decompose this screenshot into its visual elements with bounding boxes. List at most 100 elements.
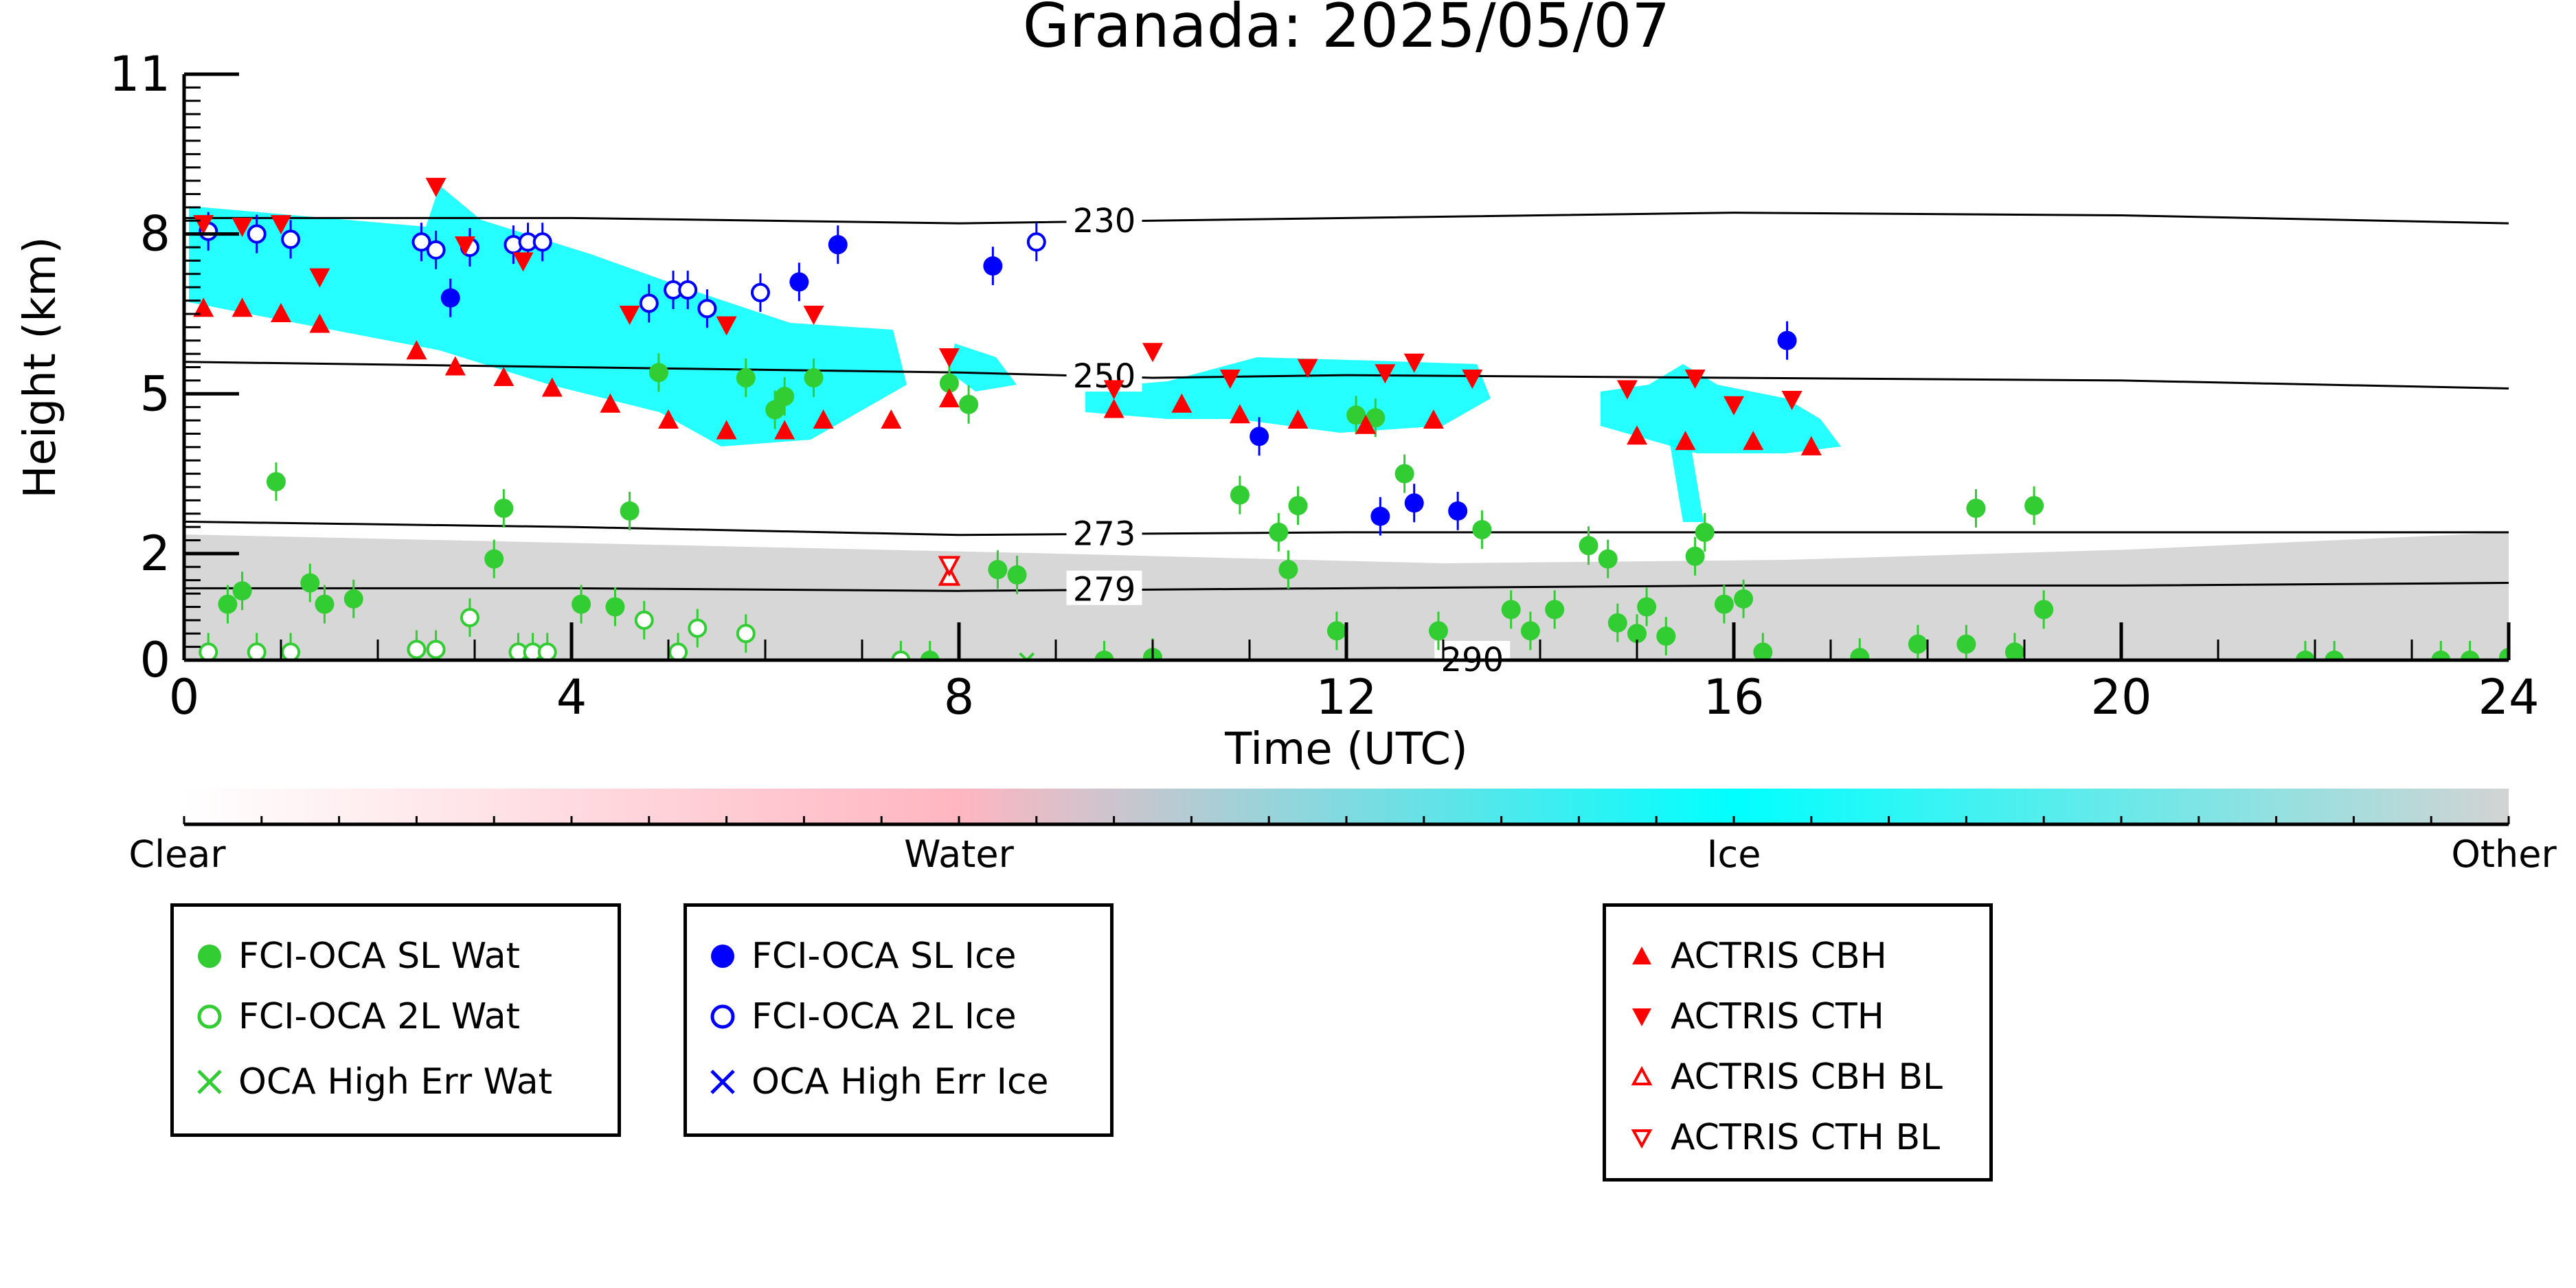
data-markers: [193, 177, 2509, 660]
marker-fci-oca-2l-wat: [891, 651, 911, 660]
filled-circle-icon: [711, 945, 734, 968]
marker-actris-cbh: [231, 297, 253, 317]
marker-actris-cbh: [1627, 425, 1647, 445]
marker-actris-cbh: [716, 420, 737, 440]
marker-actris-cbh: [938, 388, 960, 408]
marker-actris-cth: [1462, 370, 1483, 389]
marker-fci-oca-sl-wat: [1230, 485, 1250, 505]
marker-actris-cth: [512, 252, 534, 272]
marker-actris-cth: [803, 305, 824, 325]
marker-fci-oca-sl-wat: [736, 368, 756, 388]
marker-fci-oca-2l-ice: [1026, 232, 1046, 252]
marker-fci-oca-sl-wat: [939, 373, 959, 393]
axes: 0 2 5 8 11 0 4 8 12 16 20 24: [109, 46, 2540, 725]
y-tick-label: 5: [139, 365, 170, 422]
marker-actris-cbh: [193, 297, 214, 317]
contour-line-250: [183, 361, 2509, 390]
marker-fci-oca-sl-wat: [1346, 405, 1366, 425]
marker-fci-oca-sl-wat: [1850, 648, 1870, 660]
marker-fci-oca-sl-wat: [1734, 589, 1754, 609]
legend-ice: FCI-OCA SL Ice FCI-OCA 2L Ice OCA High E…: [683, 903, 1114, 1137]
marker-fci-oca-sl-wat: [959, 394, 979, 414]
open-circle-icon: [197, 1004, 222, 1029]
boundary-layer-other-region: [184, 532, 2509, 660]
marker-fci-oca-sl-wat: [775, 387, 795, 407]
marker-fci-oca-sl-wat: [1627, 624, 1647, 644]
marker-actris-cth: [1297, 359, 1318, 379]
marker-fci-oca-sl-wat: [2034, 600, 2054, 620]
y-ticks: 0 2 5 8 11: [109, 46, 239, 688]
marker-fci-oca-sl-wat: [2325, 651, 2345, 660]
legend-item-cth: ACTRIS CTH: [1625, 996, 1884, 1037]
marker-fci-oca-sl-ice: [1370, 506, 1390, 526]
marker-actris-cbh: [1287, 409, 1309, 429]
legend-label: FCI-OCA SL Ice: [752, 936, 1017, 977]
marker-fci-oca-sl-ice: [1777, 330, 1797, 350]
marker-fci-oca-2l-wat: [668, 642, 688, 660]
x-tick-label: 4: [556, 669, 587, 725]
contour-label-bg: [1066, 202, 1142, 237]
marker-fci-oca-2l-wat: [634, 610, 654, 630]
marker-actris-cbh: [1229, 404, 1250, 424]
x-marker-icon: [710, 1070, 735, 1094]
marker-fci-oca-sl-wat: [1007, 565, 1027, 585]
legend-item-sl-wat: FCI-OCA SL Wat: [193, 936, 520, 977]
chart-title: Granada: 2025/05/07: [1023, 0, 1671, 61]
marker-fci-oca-sl-wat: [1966, 498, 1986, 518]
marker-actris-cbh: [444, 356, 466, 376]
marker-oca-high-err-wat: [1019, 652, 1035, 660]
cloud-classification-layer: [184, 185, 2509, 660]
x-tick-label: 12: [1315, 669, 1377, 725]
ice-cloud-region-1: [189, 185, 907, 447]
marker-fci-oca-sl-wat: [1394, 464, 1414, 484]
marker-actris-cth: [1219, 370, 1241, 389]
marker-fci-oca-sl-ice: [1250, 427, 1269, 447]
open-triangle-down-icon: [1631, 1129, 1653, 1149]
legend-item-higherr-wat: OCA High Err Wat: [193, 1061, 552, 1103]
marker-fci-oca-sl-wat: [765, 400, 785, 420]
marker-actris-cbh: [1355, 414, 1377, 434]
x-tick-label: 0: [169, 669, 200, 725]
marker-fci-oca-sl-wat: [1269, 522, 1289, 542]
marker-fci-oca-sl-wat: [1607, 613, 1627, 633]
marker-actris-cbh: [813, 409, 834, 429]
ice-cloud-region-5: [1669, 440, 1704, 522]
marker-fci-oca-sl-ice: [440, 288, 460, 308]
marker-fci-oca-sl-wat: [1637, 597, 1657, 617]
marker-actris-cbh: [658, 409, 679, 429]
contour-label-bg: [1066, 515, 1142, 550]
open-triangle-up-icon: [1631, 1065, 1653, 1085]
ice-cloud-region-4: [1601, 364, 1841, 453]
marker-fci-oca-sl-wat: [1278, 560, 1298, 580]
x-ticks: 0 4 8 12 16 20 24: [169, 622, 2540, 725]
marker-fci-oca-sl-ice: [983, 256, 1003, 276]
marker-fci-oca-sl-wat: [1520, 621, 1540, 641]
marker-fci-oca-2l-wat: [247, 642, 267, 660]
marker-fci-oca-sl-wat: [1472, 520, 1492, 540]
marker-fci-oca-sl-wat: [2431, 651, 2451, 660]
y-tick-label: 0: [139, 632, 170, 688]
marker-fci-oca-2l-ice: [281, 229, 301, 249]
marker-actris-cth: [938, 348, 960, 368]
marker-actris-cth: [231, 218, 253, 238]
marker-fci-oca-sl-wat: [1545, 600, 1565, 620]
marker-fci-oca-sl-wat: [648, 363, 668, 383]
contour-label: 279: [1073, 571, 1136, 609]
marker-fci-oca-2l-wat: [688, 618, 708, 638]
marker-actris-cbh: [309, 313, 330, 333]
legend-label: OCA High Err Ice: [752, 1061, 1049, 1103]
legend-actris: ACTRIS CBH ACTRIS CTH ACTRIS CBH BL ACTR…: [1603, 903, 1993, 1182]
marker-fci-oca-2l-wat: [281, 642, 301, 660]
marker-fci-oca-sl-wat: [1326, 621, 1346, 641]
colorbar-label-clear: Clear: [128, 833, 226, 876]
marker-fci-oca-sl-ice: [1448, 501, 1468, 521]
marker-fci-oca-sl-wat: [2024, 496, 2044, 516]
marker-fci-oca-2l-ice: [678, 280, 698, 300]
marker-fci-oca-sl-wat: [494, 498, 514, 518]
legend-item-cbh: ACTRIS CBH: [1625, 936, 1887, 977]
contour-label-bg: [1434, 641, 1511, 675]
legend-item-cbh-bl: ACTRIS CBH BL: [1625, 1057, 1943, 1098]
contour-label: 250: [1073, 357, 1136, 396]
marker-fci-oca-sl-wat: [1656, 626, 1676, 646]
